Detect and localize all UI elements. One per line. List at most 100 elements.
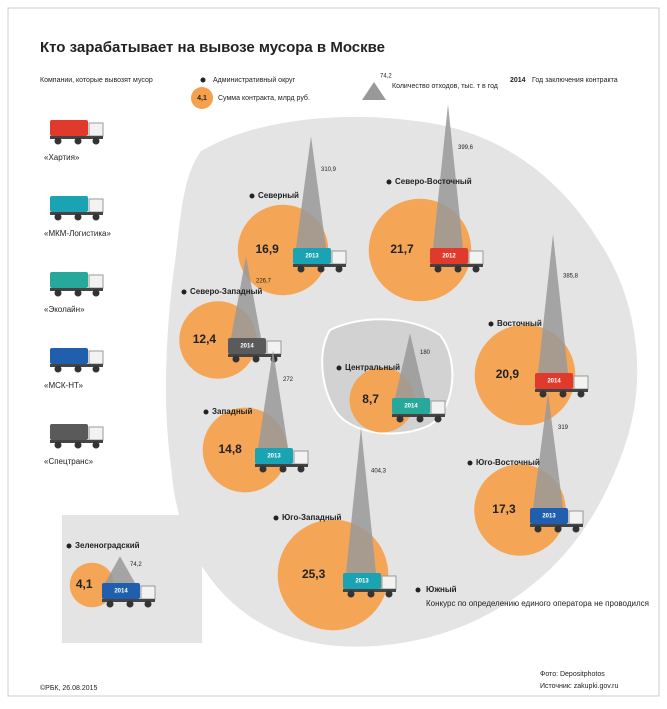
south-dot [415,587,421,593]
truck-wheel [144,600,152,608]
truck-wheel [335,265,343,273]
district-dot [273,515,279,521]
volume-triangle [296,136,326,248]
truck-cab [266,340,282,355]
truck-wheel [572,525,580,533]
truck-wheel [472,265,480,273]
volume-label: 272 [283,377,294,383]
contract-label: 4,1 [76,577,93,591]
truck-wheel [92,365,100,373]
truck-wheel [539,390,547,398]
truck-body [255,448,293,464]
truck-wheel [454,265,462,273]
volume-label: 399,6 [458,145,474,151]
company-name: «МКМ-Логистика» [44,229,111,238]
district-name: Северо-Восточный [395,177,472,186]
truck-cab [331,250,347,265]
company-name: «МСК-НТ» [44,381,84,390]
truck-wheel [577,390,585,398]
contract-label: 16,9 [255,242,279,256]
truck-cab [88,122,104,137]
copyright: ©РБК, 26.08.2015 [40,684,98,692]
truck-chassis [102,599,155,602]
truck-chassis [50,212,103,215]
truck-wheel [297,465,305,473]
volume-label: 319 [558,425,569,431]
truck-wheel [396,415,404,423]
district-dot [66,543,72,549]
truck-wheel [252,355,260,363]
truck-wheel [54,365,62,373]
truck-cab [140,585,156,600]
truck-chassis [535,389,588,392]
legend-circle [191,87,213,109]
district-dot [181,289,187,295]
legend-year-caption: Год заключения контракта [532,77,618,84]
district-name: Центральный [345,363,400,372]
truck-wheel [92,289,100,297]
company-name: «Эколайн» [44,305,85,314]
truck-body [50,348,88,364]
legend-circle-sample: 4,1 [197,95,207,102]
truck-cab [430,400,446,415]
district-dot [336,365,342,371]
truck-chassis [50,364,103,367]
truck-chassis [430,264,483,267]
truck-chassis [392,414,445,417]
truck-chassis [293,264,346,267]
truck-year: 2014 [547,379,561,385]
truck-wheel [92,213,100,221]
south-name: Южный [426,585,457,594]
volume-triangle [105,556,135,583]
legend-triangle-sample: 74,2 [380,74,392,80]
truck-body [530,508,568,524]
contract-label: 8,7 [362,392,379,406]
south-note: Конкурс по определению единого оператора… [426,599,649,608]
district-name: Восточный [497,319,542,328]
truck-body [50,196,88,212]
district-dot [249,193,255,199]
truck-cab [568,510,584,525]
truck-wheel [92,441,100,449]
truck-year: 2013 [267,454,281,460]
contract-label: 17,3 [492,502,516,516]
truck-wheel [434,415,442,423]
truck-wheel [54,213,62,221]
district-name: Западный [212,407,252,416]
truck-year: 2014 [114,589,128,595]
truck-chassis [50,440,103,443]
truck-body [392,398,430,414]
truck-cab [88,426,104,441]
truck-wheel [232,355,240,363]
truck-chassis [530,524,583,527]
volume-label: 404,3 [371,469,387,475]
truck-body [228,338,266,354]
truck-wheel [279,465,287,473]
truck-wheel [416,415,424,423]
district-name: Северо-Западный [190,287,262,296]
truck-wheel [74,365,82,373]
truck-wheel [347,590,355,598]
legend-companies: Компании, которые вывозят мусор [40,77,153,84]
truck-wheel [385,590,393,598]
truck-body [50,120,88,136]
truck-wheel [74,289,82,297]
contract-label: 21,7 [390,242,414,256]
truck-body [535,373,573,389]
photo-credit: Фото: Depositphotos [540,671,605,678]
legend-dot [200,77,206,83]
volume-triangle [538,234,568,373]
truck-chassis [50,288,103,291]
truck-cab [468,250,484,265]
volume-triangle [258,350,288,448]
district-name: Северный [258,191,299,200]
truck-wheel [367,590,375,598]
truck-body [293,248,331,264]
district-name: Юго-Западный [282,513,342,522]
contract-label: 12,4 [193,332,217,346]
title: Кто зарабатывает на вывозе мусора в Моск… [40,39,385,56]
truck-wheel [534,525,542,533]
truck-chassis [50,136,103,139]
truck-cab [88,198,104,213]
